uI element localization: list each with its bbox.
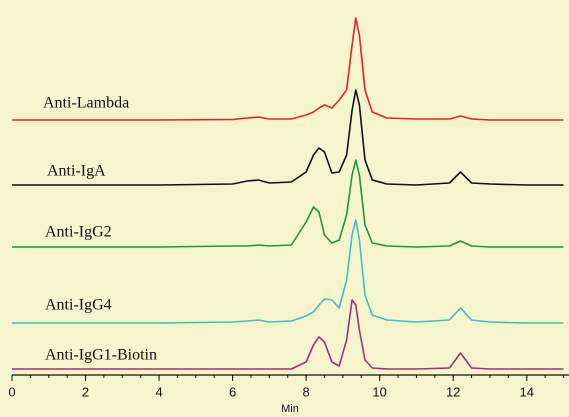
x-tick-label: 8 (303, 384, 310, 399)
trace-label: Anti-Lambda (43, 95, 129, 112)
trace-label: Anti-IgA (47, 163, 106, 180)
x-tick-label: 14 (519, 384, 533, 399)
trace (12, 17, 564, 121)
trace-label: Anti-IgG2 (45, 224, 112, 241)
x-tick-label: 6 (229, 384, 236, 399)
x-axis-label: Min (281, 403, 299, 415)
x-tick-label: 2 (82, 384, 89, 399)
trace-label: Anti-IgG1-Biotin (45, 347, 157, 364)
x-tick-label: 4 (155, 384, 162, 399)
trace (12, 299, 564, 370)
x-tick-label: 12 (446, 384, 460, 399)
x-tick-label: 0 (8, 384, 15, 399)
trace (12, 159, 564, 248)
trace (12, 89, 564, 186)
x-tick-label: 10 (372, 384, 386, 399)
trace (12, 219, 564, 324)
trace-label: Anti-IgG4 (45, 297, 112, 314)
